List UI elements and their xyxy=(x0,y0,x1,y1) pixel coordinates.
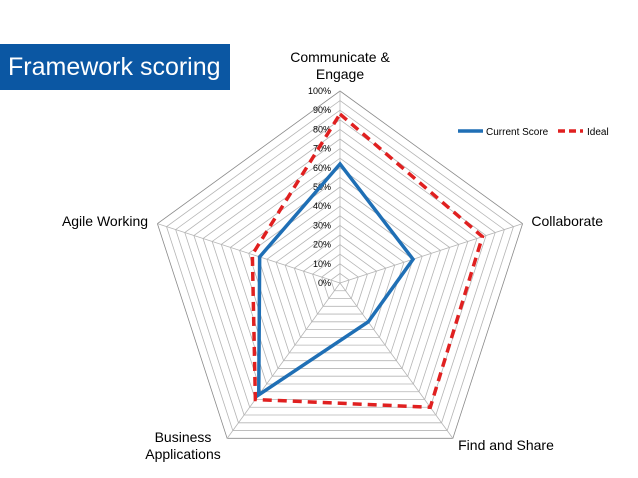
tick-label: 0% xyxy=(318,278,331,288)
series-ideal xyxy=(250,111,485,410)
tick-label: 70% xyxy=(313,144,331,154)
grid-ring xyxy=(184,119,496,416)
tick-label: 100% xyxy=(308,86,331,96)
tick-label: 10% xyxy=(313,259,331,269)
grid-ring xyxy=(193,128,487,408)
category-label: Communicate & Engage xyxy=(290,49,390,82)
grid-ring xyxy=(266,205,414,346)
grid-ring xyxy=(330,272,350,292)
grid-ring xyxy=(275,215,405,338)
grid-ring xyxy=(202,138,478,400)
tick-label: 40% xyxy=(313,201,331,211)
legend-label: Ideal xyxy=(587,127,609,138)
category-label: Agile Working xyxy=(62,213,148,229)
grid-spoke xyxy=(339,282,454,439)
category-label: Find and Share xyxy=(458,437,554,453)
grid-ring xyxy=(229,167,451,377)
grid-ring xyxy=(248,186,432,362)
chart-legend: Current Score Ideal xyxy=(458,127,609,138)
category-label: Collaborate xyxy=(531,213,603,229)
grid-ring xyxy=(321,263,359,299)
grid-spoke xyxy=(339,223,523,284)
tick-label: 60% xyxy=(313,163,331,173)
grid-ring xyxy=(293,234,387,323)
grid-ring xyxy=(284,224,396,330)
grid-ring xyxy=(211,148,469,393)
tick-label: 30% xyxy=(313,220,331,230)
grid-ring xyxy=(175,109,505,424)
grid-ring xyxy=(166,100,514,431)
radar-series xyxy=(250,111,485,410)
grid-ring xyxy=(239,176,441,369)
series-current-score xyxy=(256,161,416,399)
tick-label: 20% xyxy=(313,240,331,250)
slide-title: Framework scoring xyxy=(0,44,230,90)
tick-label: 80% xyxy=(313,124,331,134)
grid-ring xyxy=(257,196,423,354)
radar-grid xyxy=(156,90,524,439)
legend-label: Current Score xyxy=(486,127,549,138)
grid-spoke xyxy=(226,282,341,439)
grid-ring xyxy=(156,90,524,439)
category-labels: Communicate & Engage Collaborate Find and S… xyxy=(62,49,603,462)
grid-ring xyxy=(220,157,460,385)
grid-spoke xyxy=(157,223,341,284)
category-label: Business Applications xyxy=(145,429,221,462)
tick-label: 90% xyxy=(313,105,331,115)
grid-ring xyxy=(303,244,377,315)
grid-ring xyxy=(312,253,368,307)
